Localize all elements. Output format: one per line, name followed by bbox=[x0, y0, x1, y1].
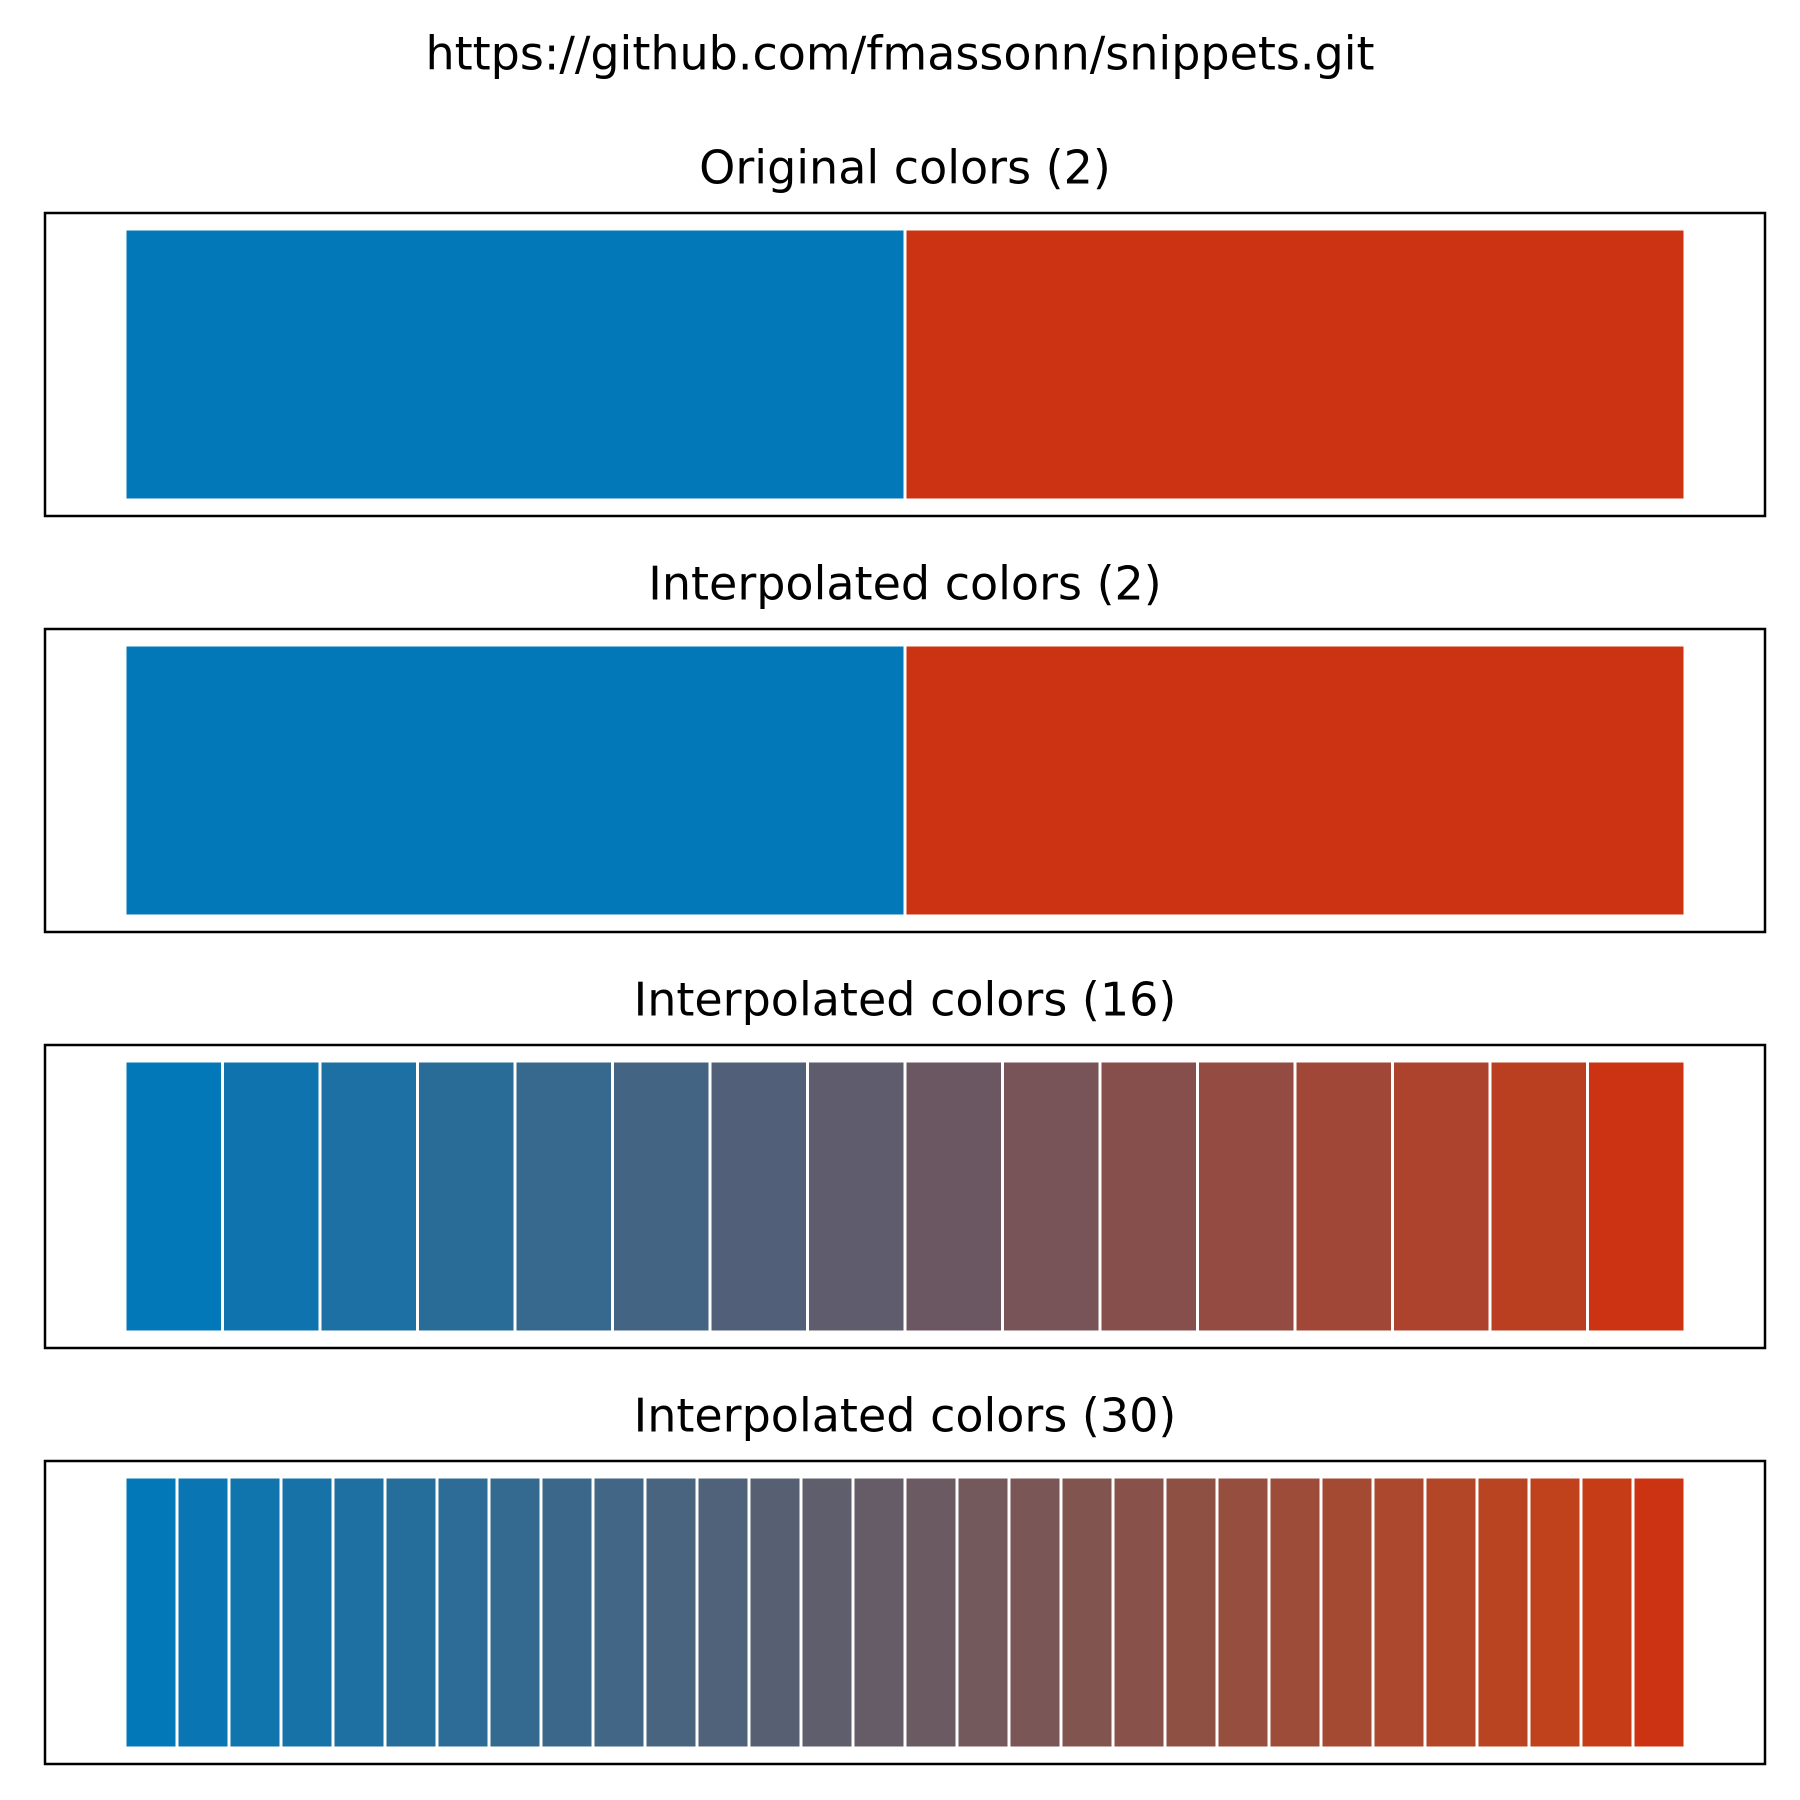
color-swatch-3 bbox=[227, 1475, 283, 1750]
panels: Original colors (2) Interpolated colors (… bbox=[43, 141, 1767, 1766]
panel-frame bbox=[43, 211, 1767, 518]
figure-suptitle: https://github.com/fmassonn/snippets.git bbox=[425, 27, 1374, 81]
color-swatch-8 bbox=[806, 1059, 907, 1334]
color-swatch-10 bbox=[1001, 1059, 1102, 1334]
color-swatch-1 bbox=[123, 1059, 224, 1334]
color-swatch-29 bbox=[1579, 1475, 1635, 1750]
color-swatch-22 bbox=[1215, 1475, 1271, 1750]
color-swatch-5 bbox=[331, 1475, 387, 1750]
color-swatch-26 bbox=[1423, 1475, 1479, 1750]
panel-title: Interpolated colors (2) bbox=[648, 557, 1161, 611]
color-swatch-18 bbox=[1007, 1475, 1063, 1750]
color-swatch-11 bbox=[1098, 1059, 1199, 1334]
color-swatch-13 bbox=[1293, 1059, 1394, 1334]
color-swatch-13 bbox=[747, 1475, 803, 1750]
panel-frame bbox=[43, 1043, 1767, 1350]
panel-frame bbox=[43, 627, 1767, 934]
colorbar-panel-3: Interpolated colors (16) bbox=[43, 973, 1767, 1350]
color-swatch-16 bbox=[1586, 1059, 1687, 1334]
panel-title: Interpolated colors (16) bbox=[634, 973, 1177, 1027]
color-swatch-12 bbox=[1196, 1059, 1297, 1334]
color-swatch-4 bbox=[279, 1475, 335, 1750]
panel-title: Original colors (2) bbox=[699, 141, 1111, 195]
panel-title: Interpolated colors (30) bbox=[634, 1389, 1177, 1443]
color-swatch-8 bbox=[487, 1475, 543, 1750]
color-swatch-7 bbox=[435, 1475, 491, 1750]
color-swatch-5 bbox=[513, 1059, 614, 1334]
color-swatch-4 bbox=[416, 1059, 517, 1334]
color-swatch-30 bbox=[1631, 1475, 1687, 1750]
colorbar-panel-4: Interpolated colors (30) bbox=[43, 1389, 1767, 1766]
color-swatch-20 bbox=[1111, 1475, 1167, 1750]
color-swatch-1 bbox=[123, 643, 907, 918]
color-swatch-24 bbox=[1319, 1475, 1375, 1750]
color-swatch-6 bbox=[611, 1059, 712, 1334]
color-swatch-9 bbox=[539, 1475, 595, 1750]
color-swatch-6 bbox=[383, 1475, 439, 1750]
color-swatch-7 bbox=[708, 1059, 809, 1334]
colorbar-panel-2: Interpolated colors (2) bbox=[43, 557, 1767, 934]
color-swatch-9 bbox=[903, 1059, 1004, 1334]
color-swatch-19 bbox=[1059, 1475, 1115, 1750]
color-swatch-11 bbox=[643, 1475, 699, 1750]
color-swatch-1 bbox=[123, 1475, 179, 1750]
panel-frame bbox=[43, 1459, 1767, 1766]
color-swatch-2 bbox=[903, 227, 1687, 502]
color-swatch-12 bbox=[695, 1475, 751, 1750]
color-swatch-2 bbox=[221, 1059, 322, 1334]
color-swatch-15 bbox=[851, 1475, 907, 1750]
color-swatch-17 bbox=[955, 1475, 1011, 1750]
color-swatch-14 bbox=[799, 1475, 855, 1750]
color-swatch-25 bbox=[1371, 1475, 1427, 1750]
color-swatch-2 bbox=[175, 1475, 231, 1750]
color-swatch-21 bbox=[1163, 1475, 1219, 1750]
color-swatch-2 bbox=[903, 643, 1687, 918]
color-swatch-16 bbox=[903, 1475, 959, 1750]
color-swatch-15 bbox=[1488, 1059, 1589, 1334]
color-swatch-10 bbox=[591, 1475, 647, 1750]
color-swatch-14 bbox=[1391, 1059, 1492, 1334]
color-swatch-23 bbox=[1267, 1475, 1323, 1750]
color-swatch-28 bbox=[1527, 1475, 1583, 1750]
color-swatch-3 bbox=[318, 1059, 419, 1334]
color-swatch-1 bbox=[123, 227, 907, 502]
color-swatch-27 bbox=[1475, 1475, 1531, 1750]
colorbar-panel-1: Original colors (2) bbox=[43, 141, 1767, 518]
